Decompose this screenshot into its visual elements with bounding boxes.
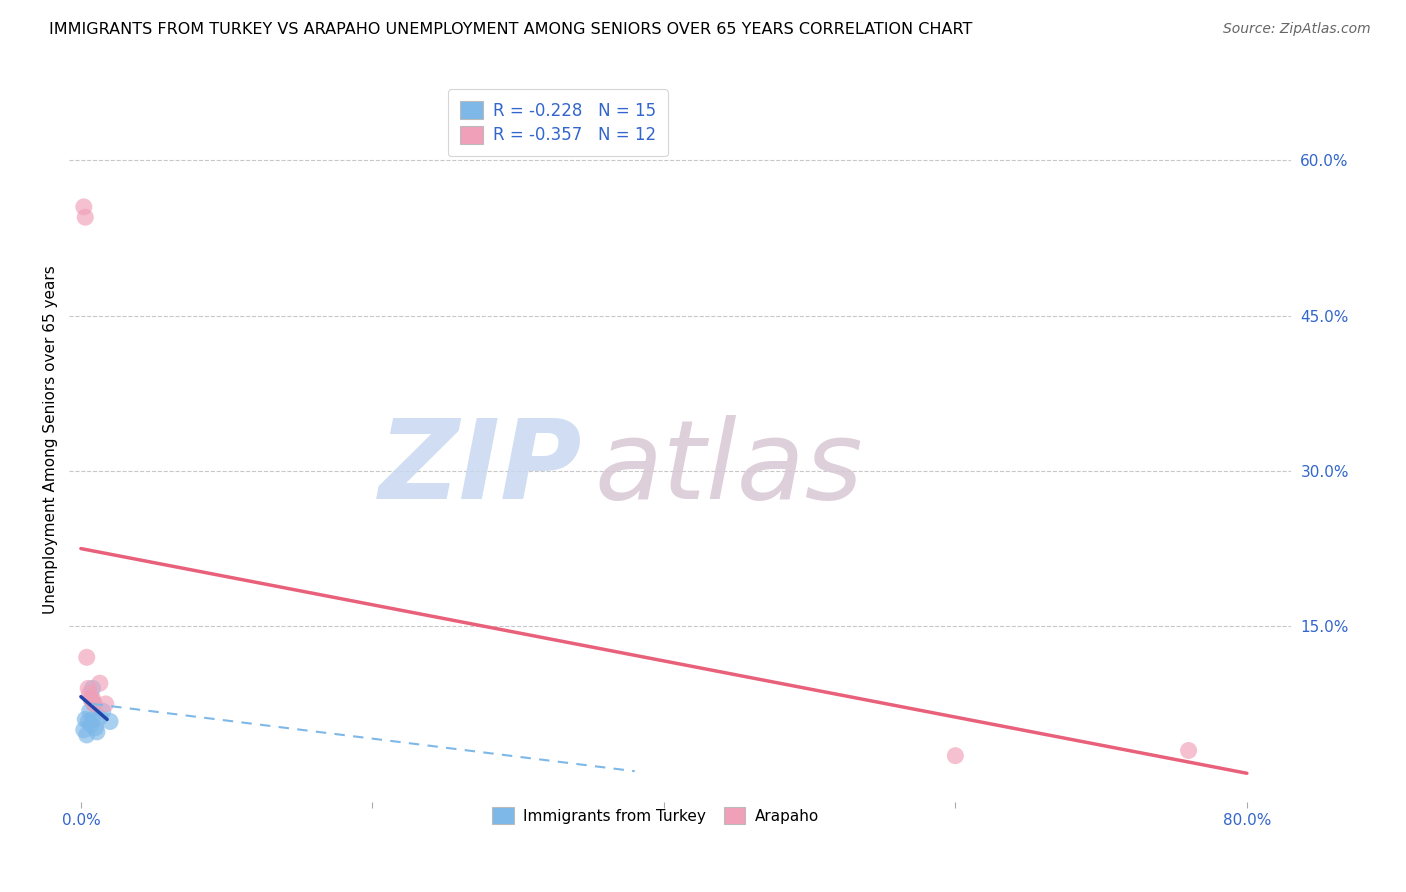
Point	[80, 691, 103, 706]
Point	[82, 691, 104, 706]
Point	[98, 714, 121, 729]
Point	[75, 211, 97, 225]
Text: atlas: atlas	[595, 416, 863, 523]
Text: Source: ZipAtlas.com: Source: ZipAtlas.com	[1223, 22, 1371, 37]
Point	[76, 728, 98, 742]
Point	[89, 676, 111, 690]
Point	[79, 687, 101, 701]
Legend: Immigrants from Turkey, Arapaho: Immigrants from Turkey, Arapaho	[481, 797, 830, 835]
Point	[94, 697, 117, 711]
Point	[80, 691, 103, 706]
Point	[91, 704, 114, 718]
Point	[83, 697, 105, 711]
Point	[77, 714, 100, 729]
Point	[77, 681, 100, 696]
Point	[84, 721, 107, 735]
Point	[76, 650, 98, 665]
Point	[945, 748, 967, 763]
Point	[80, 717, 103, 731]
Point	[83, 697, 105, 711]
Point	[89, 710, 111, 724]
Point	[73, 723, 96, 737]
Point	[82, 713, 104, 727]
Point	[75, 713, 97, 727]
Text: ZIP: ZIP	[378, 416, 582, 523]
Point	[1177, 743, 1199, 757]
Point	[82, 681, 104, 696]
Y-axis label: Unemployment Among Seniors over 65 years: Unemployment Among Seniors over 65 years	[44, 266, 58, 615]
Point	[86, 724, 108, 739]
Text: IMMIGRANTS FROM TURKEY VS ARAPAHO UNEMPLOYMENT AMONG SENIORS OVER 65 YEARS CORRE: IMMIGRANTS FROM TURKEY VS ARAPAHO UNEMPL…	[49, 22, 973, 37]
Point	[79, 704, 101, 718]
Point	[73, 200, 96, 214]
